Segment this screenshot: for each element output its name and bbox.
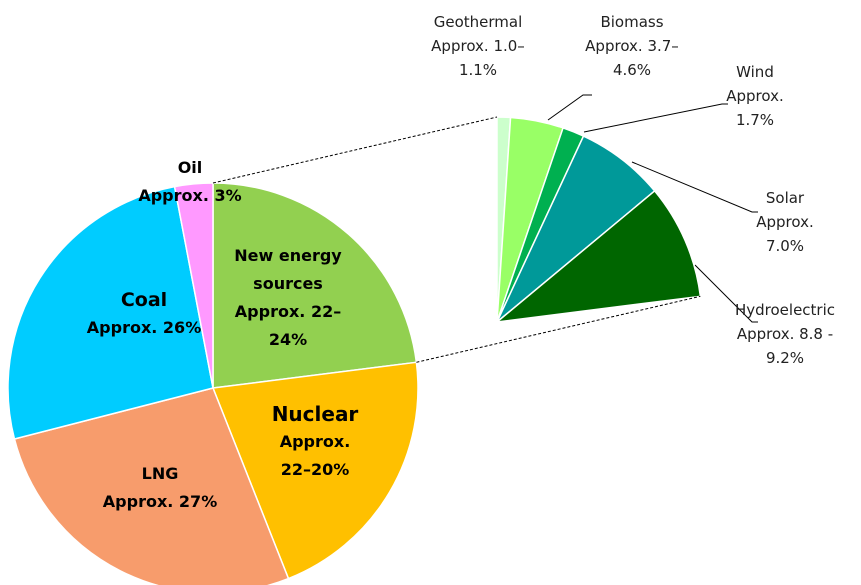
pie-slice	[211, 361, 419, 580]
leader-line	[694, 264, 758, 323]
slice-label: Nuclear Approx. 22–20%	[265, 400, 365, 484]
slice-name: Nuclear	[271, 402, 359, 426]
sub-pie-slice	[494, 189, 702, 324]
slice-label: Hydroelectric Approx. 8.8 - 9.2%	[720, 298, 850, 370]
slice-name: Solar	[765, 189, 805, 207]
leader-line	[547, 94, 592, 121]
connector-line	[416, 295, 701, 363]
slice-value-label: Approx. 1.0–1.1%	[431, 37, 525, 79]
slice-label: Wind Approx. 1.7%	[705, 60, 805, 132]
slice-name: Coal	[120, 289, 168, 311]
slice-value-label: Approx. 3%	[138, 186, 242, 205]
pie-slice	[7, 185, 214, 440]
slice-label: Oil Approx. 3%	[125, 154, 255, 210]
leader-lines	[547, 94, 758, 323]
slice-label: New energy sources Approx. 22–24%	[232, 242, 344, 354]
slice-value-label: Approx. 1.7%	[726, 87, 784, 129]
pie-slice	[173, 182, 214, 389]
slice-value-label: Approx. 22–20%	[279, 432, 351, 479]
slice-label: Coal Approx. 26%	[74, 286, 214, 342]
slice-label: Geothermal Approx. 1.0–1.1%	[428, 10, 528, 82]
slice-name: Oil	[177, 158, 203, 177]
slice-label: Biomass Approx. 3.7–4.6%	[582, 10, 682, 82]
slice-name: Hydroelectric	[734, 301, 836, 319]
slice-value-label: Approx. 27%	[102, 492, 218, 511]
slice-name: Wind	[736, 63, 774, 81]
slice-name: LNG	[141, 464, 179, 483]
slice-name: Geothermal	[433, 13, 523, 31]
slice-value-label: Approx. 8.8 - 9.2%	[736, 325, 834, 367]
slice-value-label: Approx. 26%	[86, 318, 202, 337]
slice-name: New energy sources	[234, 246, 342, 293]
slice-value-label: Approx. 7.0%	[756, 213, 814, 255]
slice-name: Biomass	[600, 13, 664, 31]
leader-line	[631, 161, 758, 213]
leader-line	[583, 103, 728, 133]
slice-label: LNG Approx. 27%	[85, 460, 235, 516]
connector-line	[212, 116, 498, 184]
slice-value-label: Approx. 22–24%	[234, 302, 342, 349]
pie-slice	[212, 182, 418, 389]
slice-label: Solar Approx. 7.0%	[735, 186, 835, 258]
slice-value-label: Approx. 3.7–4.6%	[585, 37, 679, 79]
pie-slice	[13, 387, 290, 585]
